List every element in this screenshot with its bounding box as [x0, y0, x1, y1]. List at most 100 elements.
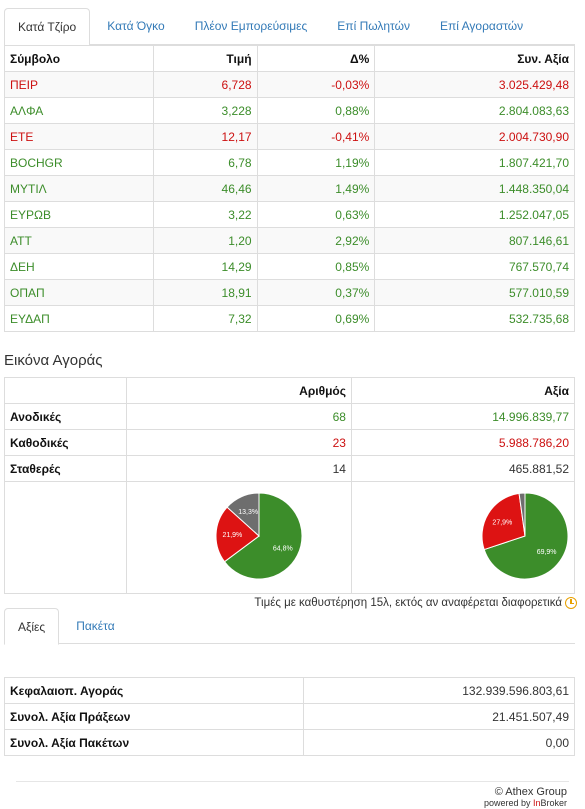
market-section-title: Εικόνα Αγοράς [4, 352, 103, 369]
stock-symbol[interactable]: ΕΥΡΩΒ [4, 201, 154, 228]
stock-price: 12,17 [152, 123, 258, 150]
stock-row[interactable]: ΜΥΤΙΛ 46,46 1,49% 1.448.350,04 [4, 175, 575, 202]
stock-row[interactable]: ΑΤΤ 1,20 2,92% 807.146,61 [4, 227, 575, 254]
pie-slice-rising[interactable] [483, 492, 569, 580]
powered-by[interactable]: powered by InBroker [484, 798, 567, 809]
tab-values[interactable]: Αξίες [4, 608, 60, 645]
value-pie-cell: 69,9% 27,9% [350, 481, 576, 594]
stock-price: 7,32 [152, 305, 258, 332]
market-row-label: Ανοδικές [3, 403, 128, 430]
stock-symbol[interactable]: ΟΠΑΠ [4, 279, 154, 306]
total-value: 132.939.596.803,61 [303, 677, 575, 704]
stock-symbol[interactable]: ΕΥΔΑΠ [4, 305, 154, 332]
stock-row[interactable]: ΕΥΡΩΒ 3,22 0,63% 1.252.047,05 [4, 201, 575, 228]
market-header-row: Αριθμός Αξία [3, 377, 576, 404]
market-row-value: 465.881,52 [350, 455, 576, 482]
stock-row[interactable]: ΔΕΗ 14,29 0,85% 767.570,74 [4, 253, 575, 280]
stock-price: 3,22 [152, 201, 258, 228]
market-row-value: 5.988.786,20 [350, 429, 576, 456]
pie-slice-label: 64,8% [273, 545, 293, 552]
delay-note-text: Τιμές με καθυστέρηση 15λ, εκτός αν αναφέ… [254, 597, 562, 609]
bottom-tabs: Αξίες Πακέτα [4, 608, 575, 645]
stock-value: 3.025.429,48 [374, 71, 575, 98]
stock-row[interactable]: ΑΛΦΑ 3,228 0,88% 2.804.083,63 [4, 97, 575, 124]
tab-on-sellers[interactable]: Επί Πωλητών [337, 19, 410, 33]
market-row-count: 68 [126, 403, 352, 430]
stock-symbol[interactable]: ΜΥΤΙΛ [4, 175, 154, 202]
market-row-label: Καθοδικές [3, 429, 128, 456]
stock-row[interactable]: ΕΥΔΑΠ 7,32 0,69% 532.735,68 [4, 305, 575, 332]
stock-symbol[interactable]: BOCHGR [4, 149, 154, 176]
tab-on-buyers[interactable]: Επί Αγοραστών [439, 19, 524, 33]
stock-symbol[interactable]: ΑΤΤ [4, 227, 154, 254]
stock-change: -0,41% [256, 123, 376, 150]
stock-symbol[interactable]: ΔΕΗ [4, 253, 154, 280]
top-tabs: Κατά Τζίρο Κατά Όγκο Πλέον Εμπορεύσιμες … [4, 8, 575, 46]
symbol-header[interactable]: Σύμβολο [4, 45, 154, 72]
stocks-table: Σύμβολο Τιμή Δ% Συν. Αξία ΠΕΙΡ 6,728 -0,03… [4, 45, 575, 332]
total-value: 21.451.507,49 [303, 703, 575, 730]
market-label-header [3, 377, 128, 404]
change-header[interactable]: Δ% [256, 45, 376, 72]
stock-change: 0,63% [256, 201, 376, 228]
stock-value: 767.570,74 [374, 253, 575, 280]
stock-change: 1,49% [256, 175, 376, 202]
pie-slice-label: 13,3% [238, 509, 258, 516]
stock-change: 0,88% [256, 97, 376, 124]
market-row-label: Σταθερές [3, 455, 128, 482]
stock-change: 1,19% [256, 149, 376, 176]
delay-note: Τιμές με καθυστέρηση 15λ, εκτός αν αναφέ… [254, 597, 577, 609]
total-label: Κεφαλαιοπ. Αγοράς [3, 677, 305, 704]
stock-row[interactable]: ΕΤΕ 12,17 -0,41% 2.004.730,90 [4, 123, 575, 150]
stock-change: 0,85% [256, 253, 376, 280]
brand-rest: Broker [540, 798, 567, 808]
pie-empty-cell [3, 481, 128, 594]
total-label: Συνολ. Αξία Πράξεων [3, 703, 305, 730]
tab-by-volume[interactable]: Κατά Όγκο [107, 19, 165, 33]
stock-change: 2,92% [256, 227, 376, 254]
total-row-market-cap: Κεφαλαιοπ. Αγοράς 132.939.596.803,61 [3, 677, 575, 704]
market-row-stable: Σταθερές 14 465.881,52 [3, 455, 576, 482]
total-label: Συνολ. Αξία Πακέτων [3, 729, 305, 756]
tab-by-turnover[interactable]: Κατά Τζίρο [4, 8, 91, 46]
clock-icon [565, 597, 577, 609]
powered-prefix: powered by [483, 798, 533, 808]
stock-price: 6,78 [152, 149, 258, 176]
stock-value: 2.804.083,63 [374, 97, 575, 124]
value-header[interactable]: Συν. Αξία [374, 45, 575, 72]
market-table: Αριθμός Αξία Ανοδικές 68 14.996.839,77 Κ… [3, 377, 576, 594]
stock-value: 1.448.350,04 [374, 175, 575, 202]
price-header[interactable]: Τιμή [152, 45, 258, 72]
stock-symbol[interactable]: ΕΤΕ [4, 123, 154, 150]
stock-price: 6,728 [152, 71, 258, 98]
market-value-header: Αξία [350, 377, 576, 404]
stock-symbol[interactable]: ΠΕΙΡ [4, 71, 154, 98]
stock-row[interactable]: BOCHGR 6,78 1,19% 1.807.421,70 [4, 149, 575, 176]
count-pie-chart: 64,8% 21,9% 13,3% [215, 492, 303, 580]
market-pie-row: 64,8% 21,9% 13,3% 69,9% 27,9% [3, 481, 576, 594]
market-row-rising: Ανοδικές 68 14.996.839,77 [3, 403, 576, 430]
footer: © Athex Group powered by InBroker [484, 787, 567, 809]
total-row-trades-value: Συνολ. Αξία Πράξεων 21.451.507,49 [3, 703, 575, 730]
stock-value: 577.010,59 [374, 279, 575, 306]
stock-value: 532.735,68 [374, 305, 575, 332]
stock-price: 1,20 [152, 227, 258, 254]
pie-slice-stable[interactable] [226, 492, 260, 538]
pie-slice-rising[interactable] [223, 492, 303, 580]
tab-blocks[interactable]: Πακέτα [76, 619, 115, 633]
market-row-count: 14 [126, 455, 352, 482]
stock-symbol[interactable]: ΑΛΦΑ [4, 97, 154, 124]
pie-slice-falling[interactable] [215, 506, 260, 563]
stock-value: 1.252.047,05 [374, 201, 575, 228]
stock-row[interactable]: ΠΕΙΡ 6,728 -0,03% 3.025.429,48 [4, 71, 575, 98]
tab-most-traded[interactable]: Πλέον Εμπορεύσιμες [194, 19, 308, 33]
totals-table: Κεφαλαιοπ. Αγοράς 132.939.596.803,61 Συν… [3, 677, 575, 756]
pie-slice-stable[interactable] [518, 492, 526, 537]
count-pie-cell: 64,8% 21,9% 13,3% [126, 481, 352, 594]
pie-slice-label: 69,9% [537, 549, 557, 556]
stock-change: 0,69% [256, 305, 376, 332]
pie-slice-falling[interactable] [481, 492, 526, 551]
stock-value: 1.807.421,70 [374, 149, 575, 176]
stock-row[interactable]: ΟΠΑΠ 18,91 0,37% 577.010,59 [4, 279, 575, 306]
market-row-value: 14.996.839,77 [350, 403, 576, 430]
